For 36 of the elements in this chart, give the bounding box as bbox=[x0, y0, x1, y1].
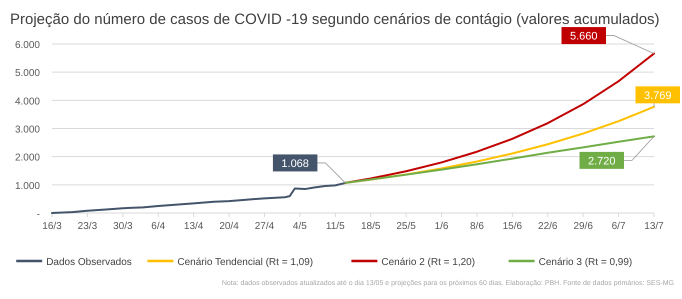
data-label: 1.068 bbox=[281, 158, 309, 170]
y-tick-label: 3.000 bbox=[14, 124, 40, 136]
x-tick-label: 22/6 bbox=[538, 221, 558, 232]
x-tick-label: 29/6 bbox=[573, 221, 594, 232]
y-tick-label: 6.000 bbox=[14, 40, 40, 51]
x-tick-label: 23/3 bbox=[78, 221, 98, 232]
x-tick-label: 25/5 bbox=[396, 221, 416, 232]
x-tick-label: 6/7 bbox=[612, 221, 626, 232]
data-label: 2.720 bbox=[588, 155, 616, 168]
x-tick-label: 27/4 bbox=[254, 221, 275, 232]
data-label: 5.660 bbox=[570, 30, 598, 43]
x-tick-label: 15/6 bbox=[502, 221, 523, 232]
chart-title: Projeção do número de casos de COVID -19 segundo cenários de contágio (valores acumulados) bbox=[10, 11, 660, 28]
legend-label: Cenário 3 (Rt = 0,99) bbox=[538, 257, 632, 268]
line-series bbox=[51, 182, 346, 214]
x-tick-label: 8/6 bbox=[470, 221, 484, 232]
legend-label: Cenário 2 (Rt = 1,20) bbox=[381, 257, 476, 268]
x-tick-label: 13/4 bbox=[184, 221, 204, 232]
y-tick-label: 1.000 bbox=[14, 180, 40, 192]
line-series bbox=[344, 135, 655, 184]
x-tick-label: 4/5 bbox=[292, 221, 308, 232]
x-tick-label: 11/5 bbox=[326, 221, 346, 232]
y-tick-label: - bbox=[36, 209, 40, 220]
y-tick-label: 2.000 bbox=[14, 152, 40, 164]
x-tick-label: 18/5 bbox=[360, 221, 381, 232]
x-tick-label: 13/7 bbox=[644, 221, 664, 232]
y-tick-label: 5.000 bbox=[14, 68, 40, 80]
y-tick-label: 4.000 bbox=[14, 96, 40, 108]
x-tick-label: 20/4 bbox=[219, 221, 240, 232]
legend-label: Dados Observados bbox=[46, 257, 132, 268]
x-tick-label: 16/3 bbox=[42, 221, 62, 232]
legend-label: Cenário Tendencial (Rt = 1,09) bbox=[177, 257, 314, 268]
x-tick-label: 30/3 bbox=[113, 221, 133, 232]
x-tick-label: 1/6 bbox=[434, 221, 449, 232]
data-label: 3.769 bbox=[644, 90, 672, 102]
x-tick-label: 6/4 bbox=[151, 221, 166, 232]
